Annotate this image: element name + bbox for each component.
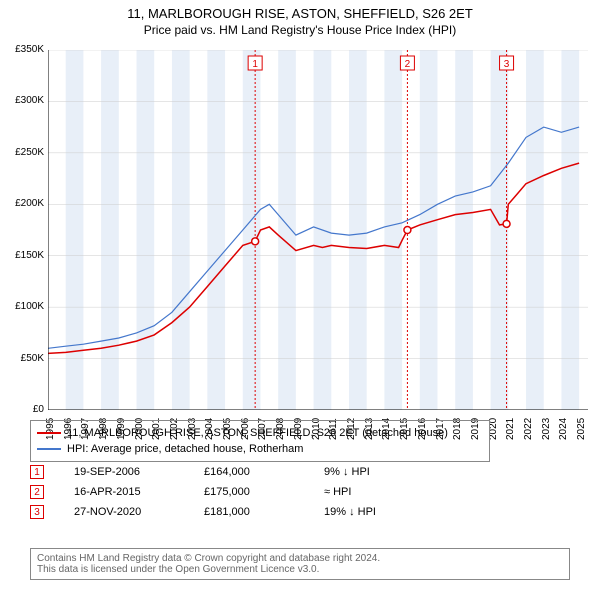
sale-price: £175,000 bbox=[204, 486, 324, 498]
y-tick-label: £200K bbox=[15, 198, 44, 209]
chart-svg: 1 2 3 bbox=[48, 50, 588, 410]
sale-hpi: 9% ↓ HPI bbox=[324, 466, 444, 478]
x-tick-label: 2025 bbox=[576, 418, 587, 440]
x-tick-label: 2023 bbox=[541, 418, 552, 440]
legend-swatch bbox=[37, 448, 61, 450]
sale-hpi: 19% ↓ HPI bbox=[324, 506, 444, 518]
legend-swatch bbox=[37, 432, 61, 434]
footer-line-1: Contains HM Land Registry data © Crown c… bbox=[37, 553, 563, 564]
sale-date: 16-APR-2015 bbox=[74, 486, 204, 498]
legend-item: 11, MARLBOROUGH RISE, ASTON, SHEFFIELD, … bbox=[37, 425, 483, 441]
y-tick-label: £0 bbox=[33, 404, 44, 415]
y-tick-label: £150K bbox=[15, 250, 44, 261]
sales-table: 1 19-SEP-2006£164,0009% ↓ HPI 2 16-APR-2015… bbox=[30, 462, 444, 522]
chart-container: 11, MARLBOROUGH RISE, ASTON, SHEFFIELD, … bbox=[0, 0, 600, 590]
legend-label: HPI: Average price, detached house, Roth… bbox=[67, 443, 303, 455]
chart-plot-area: 1 2 3 bbox=[48, 50, 588, 410]
sale-row: 1 19-SEP-2006£164,0009% ↓ HPI bbox=[30, 462, 444, 482]
sale-date: 19-SEP-2006 bbox=[74, 466, 204, 478]
y-tick-label: £50K bbox=[21, 353, 44, 364]
y-tick-label: £250K bbox=[15, 147, 44, 158]
x-tick-label: 2024 bbox=[558, 418, 569, 440]
sale-row: 2 16-APR-2015£175,000≈ HPI bbox=[30, 482, 444, 502]
legend: 11, MARLBOROUGH RISE, ASTON, SHEFFIELD, … bbox=[30, 420, 490, 462]
legend-label: 11, MARLBOROUGH RISE, ASTON, SHEFFIELD, … bbox=[67, 427, 448, 439]
sale-marker-badge: 1 bbox=[252, 59, 258, 70]
chart-title: 11, MARLBOROUGH RISE, ASTON, SHEFFIELD, … bbox=[0, 0, 600, 21]
sale-row: 3 27-NOV-2020£181,00019% ↓ HPI bbox=[30, 502, 444, 522]
sale-marker-icon: 2 bbox=[30, 485, 44, 499]
sale-price: £181,000 bbox=[204, 506, 324, 518]
chart-subtitle: Price paid vs. HM Land Registry's House … bbox=[0, 21, 600, 37]
y-tick-label: £300K bbox=[15, 95, 44, 106]
x-tick-label: 2022 bbox=[523, 418, 534, 440]
attribution-footer: Contains HM Land Registry data © Crown c… bbox=[30, 548, 570, 580]
sale-marker-badge: 3 bbox=[504, 59, 510, 70]
sale-price: £164,000 bbox=[204, 466, 324, 478]
sale-date: 27-NOV-2020 bbox=[74, 506, 204, 518]
sale-marker-icon: 1 bbox=[30, 465, 44, 479]
sale-marker-icon: 3 bbox=[30, 505, 44, 519]
y-tick-label: £350K bbox=[15, 44, 44, 55]
x-tick-label: 2021 bbox=[505, 418, 516, 440]
sale-hpi: ≈ HPI bbox=[324, 486, 444, 498]
sale-marker-badge: 2 bbox=[405, 59, 411, 70]
y-tick-label: £100K bbox=[15, 301, 44, 312]
legend-item: HPI: Average price, detached house, Roth… bbox=[37, 441, 483, 457]
footer-line-2: This data is licensed under the Open Gov… bbox=[37, 564, 563, 575]
